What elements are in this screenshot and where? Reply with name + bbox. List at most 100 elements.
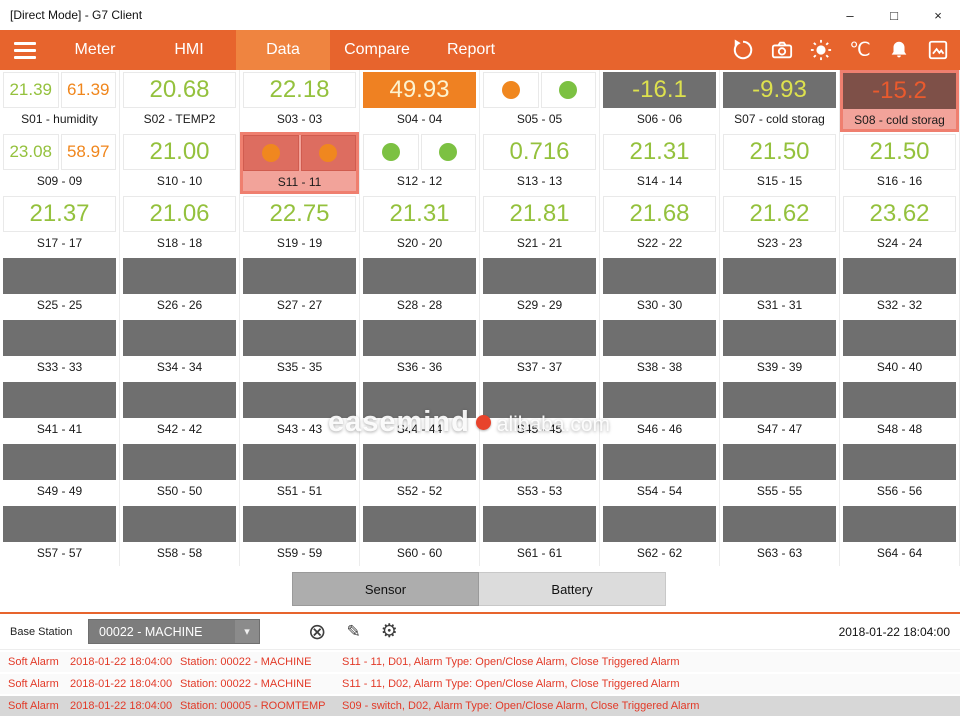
sensor-tile[interactable]: S64 - 64: [840, 504, 960, 566]
sensor-tile[interactable]: S25 - 25: [0, 256, 120, 318]
sensor-tile[interactable]: 21.68 S22 - 22: [600, 194, 720, 256]
sensor-tile[interactable]: 22.75 S19 - 19: [240, 194, 360, 256]
sensor-tile[interactable]: -16.1 S06 - 06: [600, 70, 720, 132]
sensor-tile[interactable]: S11 - 11: [240, 132, 360, 194]
sensor-tile[interactable]: S38 - 38: [600, 318, 720, 380]
sensor-tile[interactable]: 49.93 S04 - 04: [360, 70, 480, 132]
sensor-tile[interactable]: S47 - 47: [720, 380, 840, 442]
alarm-bell-icon[interactable]: [887, 38, 911, 62]
sensor-tile[interactable]: S32 - 32: [840, 256, 960, 318]
sensor-tile[interactable]: S44 - 44: [360, 380, 480, 442]
tile-label: S06 - 06: [636, 112, 683, 126]
minimize-button[interactable]: –: [846, 7, 854, 23]
sensor-tile[interactable]: S45 - 45: [480, 380, 600, 442]
sensor-tile[interactable]: 21.31 S14 - 14: [600, 132, 720, 194]
sensor-tile[interactable]: S39 - 39: [720, 318, 840, 380]
sensor-tile[interactable]: 21.50 S16 - 16: [840, 132, 960, 194]
menu-icon[interactable]: [0, 30, 48, 70]
sensor-tile[interactable]: 21.81 S21 - 21: [480, 194, 600, 256]
maximize-button[interactable]: □: [890, 7, 898, 23]
sensor-tile[interactable]: 21.31 S20 - 20: [360, 194, 480, 256]
sensor-tile[interactable]: S42 - 42: [120, 380, 240, 442]
sensor-tab-button[interactable]: Sensor: [292, 572, 479, 606]
sensor-tile[interactable]: -15.2 S08 - cold storag: [840, 70, 960, 132]
tab-report[interactable]: Report: [446, 41, 496, 58]
sensor-tile[interactable]: 20.68 S02 - TEMP2: [120, 70, 240, 132]
sensor-tile[interactable]: S57 - 57: [0, 504, 120, 566]
clear-alarm-icon[interactable]: ⊗: [308, 618, 327, 644]
tile-label: S40 - 40: [876, 360, 923, 374]
sensor-tile[interactable]: S63 - 63: [720, 504, 840, 566]
tab-data[interactable]: Data: [236, 30, 330, 70]
alarm-row[interactable]: Soft Alarm 2018-01-22 18:04:00 Station: …: [0, 674, 960, 694]
refresh-icon[interactable]: [731, 38, 755, 62]
base-station-dropdown[interactable]: 00022 - MACHINE ▾: [88, 619, 260, 644]
tile-value-empty: [363, 444, 476, 480]
sensor-tile[interactable]: 21.50 S15 - 15: [720, 132, 840, 194]
nav-tabs: Meter HMI Data Compare Report: [48, 30, 518, 70]
battery-tab-button[interactable]: Battery: [479, 572, 666, 606]
sensor-tile[interactable]: S49 - 49: [0, 442, 120, 504]
sensor-tile[interactable]: -9.93 S07 - cold storag: [720, 70, 840, 132]
edit-icon[interactable]: ✎: [346, 622, 361, 641]
sensor-tile[interactable]: S55 - 55: [720, 442, 840, 504]
sensor-tile[interactable]: S52 - 52: [360, 442, 480, 504]
brightness-icon[interactable]: [809, 38, 833, 62]
sensor-tile[interactable]: S33 - 33: [0, 318, 120, 380]
tile-label: S63 - 63: [756, 546, 803, 560]
base-station-bar: Base Station 00022 - MACHINE ▾ ⊗ ✎ ⚙ 201…: [0, 614, 960, 650]
close-button[interactable]: ×: [934, 7, 942, 23]
sensor-tile[interactable]: S40 - 40: [840, 318, 960, 380]
sensor-tile[interactable]: S59 - 59: [240, 504, 360, 566]
sensor-tile[interactable]: S05 - 05: [480, 70, 600, 132]
alarm-row[interactable]: Soft Alarm 2018-01-22 18:04:00 Station: …: [0, 652, 960, 672]
sensor-tile[interactable]: S31 - 31: [720, 256, 840, 318]
sensor-tile[interactable]: 21.06 S18 - 18: [120, 194, 240, 256]
sensor-tile[interactable]: S27 - 27: [240, 256, 360, 318]
sensor-tile[interactable]: S46 - 46: [600, 380, 720, 442]
sensor-tile[interactable]: 0.716 S13 - 13: [480, 132, 600, 194]
sensor-tile[interactable]: S58 - 58: [120, 504, 240, 566]
sensor-tile[interactable]: 23.08 58.97 S09 - 09: [0, 132, 120, 194]
camera-icon[interactable]: [770, 38, 794, 62]
sensor-tile[interactable]: S54 - 54: [600, 442, 720, 504]
settings-icon[interactable]: ⚙: [380, 621, 398, 642]
tile-label: S16 - 16: [876, 174, 923, 188]
sensor-tile[interactable]: S36 - 36: [360, 318, 480, 380]
tile-value-empty: [483, 506, 596, 542]
sensor-tile[interactable]: S53 - 53: [480, 442, 600, 504]
sensor-tile[interactable]: S56 - 56: [840, 442, 960, 504]
sensor-tile[interactable]: S62 - 62: [600, 504, 720, 566]
tile-value-empty: [603, 444, 716, 480]
tab-hmi[interactable]: HMI: [174, 41, 204, 58]
sensor-tile[interactable]: S50 - 50: [120, 442, 240, 504]
temperature-unit-icon[interactable]: ℃: [849, 39, 871, 61]
sensor-tile[interactable]: S12 - 12: [360, 132, 480, 194]
sensor-tile[interactable]: S43 - 43: [240, 380, 360, 442]
tile-label: S56 - 56: [876, 484, 923, 498]
sensor-tile[interactable]: S41 - 41: [0, 380, 120, 442]
sensor-tile[interactable]: 21.00 S10 - 10: [120, 132, 240, 194]
alarm-row[interactable]: Soft Alarm 2018-01-22 18:04:00 Station: …: [0, 696, 960, 716]
sensor-tile[interactable]: S29 - 29: [480, 256, 600, 318]
sensor-tile[interactable]: 21.62 S23 - 23: [720, 194, 840, 256]
sensor-tile[interactable]: 22.18 S03 - 03: [240, 70, 360, 132]
tile-label: S10 - 10: [156, 174, 203, 188]
sensor-tile[interactable]: S30 - 30: [600, 256, 720, 318]
tile-value-empty: [603, 258, 716, 294]
sensor-tile[interactable]: 21.39 61.39 S01 - humidity: [0, 70, 120, 132]
gallery-icon[interactable]: [926, 38, 950, 62]
sensor-tile[interactable]: S34 - 34: [120, 318, 240, 380]
sensor-tile[interactable]: S60 - 60: [360, 504, 480, 566]
tab-meter[interactable]: Meter: [74, 41, 116, 58]
sensor-tile[interactable]: 23.62 S24 - 24: [840, 194, 960, 256]
sensor-tile[interactable]: 21.37 S17 - 17: [0, 194, 120, 256]
sensor-tile[interactable]: S35 - 35: [240, 318, 360, 380]
sensor-tile[interactable]: S48 - 48: [840, 380, 960, 442]
sensor-tile[interactable]: S37 - 37: [480, 318, 600, 380]
tab-compare[interactable]: Compare: [344, 41, 410, 58]
sensor-tile[interactable]: S51 - 51: [240, 442, 360, 504]
sensor-tile[interactable]: S28 - 28: [360, 256, 480, 318]
sensor-tile[interactable]: S26 - 26: [120, 256, 240, 318]
sensor-tile[interactable]: S61 - 61: [480, 504, 600, 566]
